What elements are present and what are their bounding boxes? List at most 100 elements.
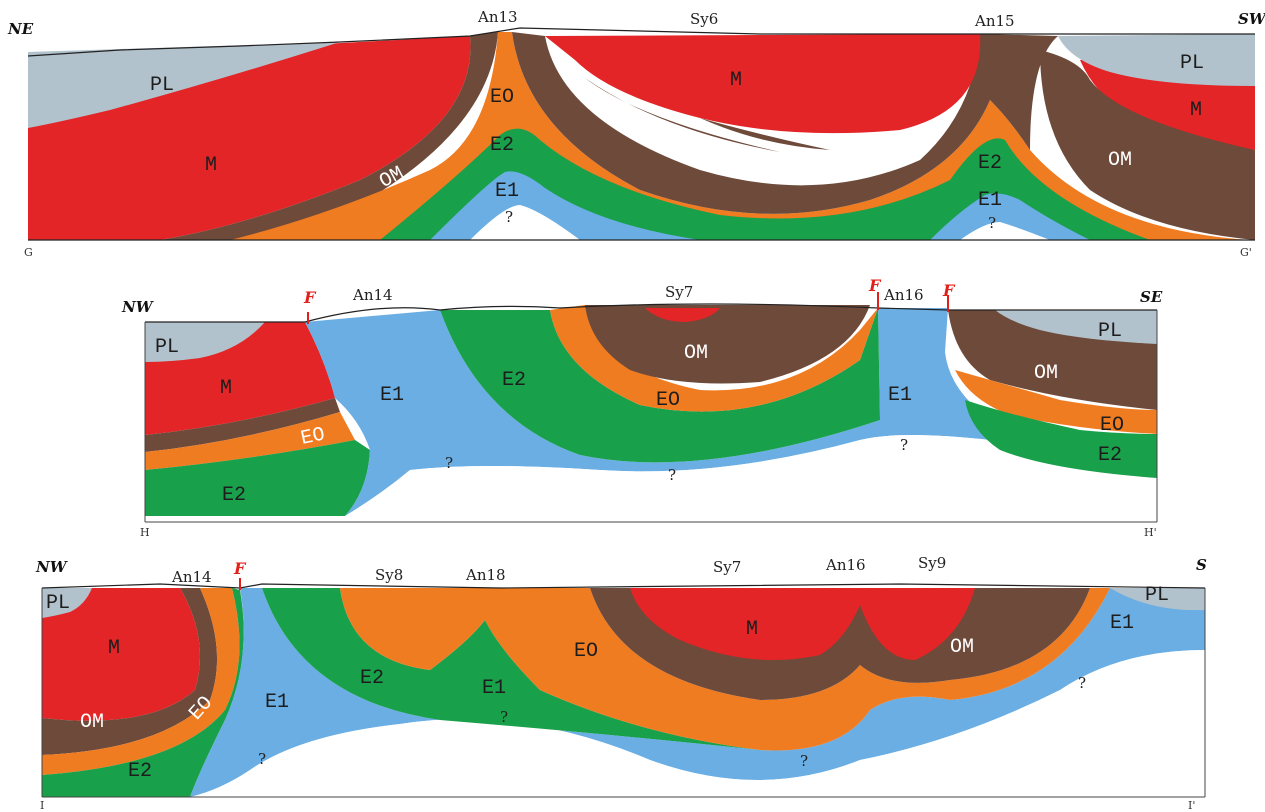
unit-e1-base-3 xyxy=(190,588,1205,797)
label-pl-left-3: PL xyxy=(46,592,70,615)
header-an15: An15 xyxy=(974,12,1015,30)
end-right-2: H' xyxy=(1144,526,1157,539)
unit-om-left xyxy=(160,32,498,240)
label-e1-left-3: E1 xyxy=(265,691,289,714)
label-m-center-1: M xyxy=(730,69,742,92)
fault-label-2a: F xyxy=(303,288,317,307)
unit-e2-left-3 xyxy=(42,588,244,797)
unit-pl-left xyxy=(28,42,340,128)
end-left-1: G xyxy=(24,246,33,259)
unit-e1-left-2 xyxy=(305,308,1157,516)
unit-pl-right-3 xyxy=(1090,588,1205,611)
label-e1-left-2: E1 xyxy=(380,384,404,407)
section-h-h: NW SE H H' An14 Sy7 An16 F F F PL PL M E… xyxy=(121,276,1163,539)
header-sy7-2: Sy7 xyxy=(665,283,693,301)
fault-label-2b: F xyxy=(868,276,882,295)
dir-right-3: S xyxy=(1196,556,1207,574)
label-e2-right-1: E2 xyxy=(978,152,1002,175)
label-om-center-1: OM xyxy=(795,164,819,187)
header-sy9: Sy9 xyxy=(918,554,946,572)
unknown-3b: ? xyxy=(500,708,508,726)
unit-m-right-3 xyxy=(630,588,975,660)
header-an16-3: An16 xyxy=(825,556,866,574)
fault-label-3a: F xyxy=(233,559,247,578)
dir-right-2: SE xyxy=(1140,288,1163,306)
label-om-right-2: OM xyxy=(1034,362,1058,385)
label-e2-right-2: E2 xyxy=(1098,444,1122,467)
unit-e2-center-2 xyxy=(440,308,880,463)
label-eo-center-3: EO xyxy=(574,640,598,663)
header-an13: An13 xyxy=(477,8,518,26)
label-e1-right-1: E1 xyxy=(978,189,1002,212)
label-e1-right-2: E1 xyxy=(888,384,912,407)
unknown-3c: ? xyxy=(800,752,808,770)
header-sy7-3: Sy7 xyxy=(713,558,741,576)
unit-pl-right-2 xyxy=(995,310,1157,344)
unit-eo-left-3 xyxy=(42,588,240,775)
unknown-2a: ? xyxy=(445,454,453,472)
label-om-right-1: OM xyxy=(1108,149,1132,172)
section-g-g: NE SW G G' An13 Sy6 An15 PL PL M M M OM … xyxy=(7,8,1265,259)
unknown-2c: ? xyxy=(900,436,908,454)
header-an14-3: An14 xyxy=(171,568,212,586)
label-pl-left-1: PL xyxy=(150,74,174,97)
unit-om-left-3 xyxy=(42,588,218,755)
fault-label-2c: F xyxy=(942,281,956,300)
label-m-right-3: M xyxy=(746,618,758,641)
label-pl-right-3: PL xyxy=(1145,584,1169,607)
label-m-right-1: M xyxy=(1190,99,1202,122)
unit-pl-right xyxy=(1058,34,1255,86)
label-om-center-2: OM xyxy=(684,342,708,365)
end-right-3: I' xyxy=(1188,799,1195,812)
unknown-1b: ? xyxy=(988,214,996,232)
section-i-i: NW S I I' An14 Sy8 An18 Sy7 An16 Sy9 F P… xyxy=(35,554,1207,812)
unit-pl-left-2 xyxy=(145,322,265,362)
unit-e1 xyxy=(430,171,1090,240)
label-pl-left-2: PL xyxy=(155,336,179,359)
label-m-left-2: M xyxy=(220,377,232,400)
label-eo-1: EO xyxy=(490,86,514,109)
label-e2-left-1: E2 xyxy=(490,134,514,157)
label-m-left-3: M xyxy=(108,637,120,660)
unit-m-left-3 xyxy=(42,588,200,721)
unit-eo-center-3 xyxy=(340,588,1110,751)
label-e1-center-3: E1 xyxy=(482,677,506,700)
unit-om-center-2 xyxy=(585,305,870,384)
unit-pl-left-3 xyxy=(42,588,92,618)
header-an18: An18 xyxy=(465,566,506,584)
header-sy6: Sy6 xyxy=(690,10,718,28)
dir-right-1: SW xyxy=(1238,10,1265,28)
end-left-3: I xyxy=(40,799,44,812)
label-e2-left-3: E2 xyxy=(128,760,152,783)
unknown-3d: ? xyxy=(1078,674,1086,692)
label-eo-center-2: EO xyxy=(656,389,680,412)
label-m-left-1: M xyxy=(205,154,217,177)
unit-e2-right-2 xyxy=(965,400,1157,478)
unit-e2-center-3 xyxy=(262,588,760,750)
label-om-right-3: OM xyxy=(950,636,974,659)
label-e1-right-3: E1 xyxy=(1110,612,1134,635)
dir-left-3: NW xyxy=(35,558,69,576)
label-eo-left-2: EO xyxy=(299,423,327,450)
label-e2-left-2: E2 xyxy=(222,484,246,507)
unit-m-center xyxy=(545,34,981,134)
label-om-left-3: OM xyxy=(80,711,104,734)
end-left-2: H xyxy=(140,526,150,539)
label-e2-center-2: E2 xyxy=(502,369,526,392)
unknown-1a: ? xyxy=(505,208,513,226)
unknown-3a: ? xyxy=(258,750,266,768)
label-pl-right-2: PL xyxy=(1098,320,1122,343)
unit-om-center xyxy=(512,32,1058,214)
header-an14-2: An14 xyxy=(352,286,393,304)
header-an16-2: An16 xyxy=(883,286,924,304)
label-e1-left-1: E1 xyxy=(495,180,519,203)
dir-left-2: NW xyxy=(121,298,155,316)
unit-eo-center-2 xyxy=(550,305,878,412)
label-eo-right-2: EO xyxy=(1100,414,1124,437)
label-pl-right-1: PL xyxy=(1180,52,1204,75)
end-right-1: G' xyxy=(1240,246,1252,259)
unit-e2-left-2 xyxy=(145,440,370,516)
header-sy8: Sy8 xyxy=(375,566,403,584)
label-e2-center-3: E2 xyxy=(360,667,384,690)
